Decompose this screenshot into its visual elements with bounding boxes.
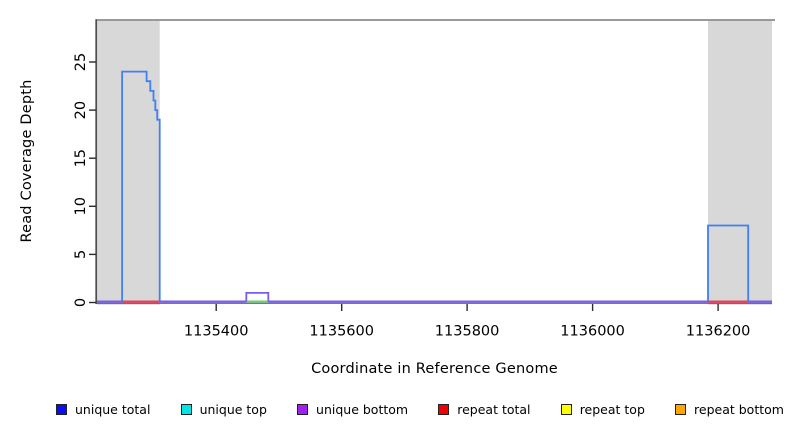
legend: unique total unique top unique bottom repea… — [56, 399, 784, 419]
legend-label: repeat total — [457, 401, 531, 417]
y-tick-label: 20 — [73, 101, 89, 119]
legend-item-repeat-bottom: repeat bottom — [675, 402, 784, 417]
legend-label: repeat top — [579, 401, 645, 417]
legend-label: repeat bottom — [694, 401, 784, 417]
coverage-traces — [121, 70, 750, 302]
y-tick-label: 0 — [73, 298, 89, 307]
legend-swatch-icon — [438, 403, 450, 415]
x-tick-label: 1136000 — [560, 324, 625, 340]
legend-swatch-icon — [180, 403, 192, 415]
legend-item-repeat-top: repeat top — [560, 401, 645, 417]
repeat-region-shading — [97, 20, 772, 305]
legend-label: unique top — [199, 401, 267, 417]
legend-item-repeat-total: repeat total — [438, 401, 531, 417]
legend-label: unique bottom — [316, 401, 409, 417]
y-tick-label: 15 — [73, 149, 89, 167]
coverage-trace — [245, 292, 270, 302]
legend-swatch-icon — [297, 403, 309, 415]
legend-item-unique-top: unique top — [180, 401, 267, 417]
legend-swatch-icon — [560, 403, 572, 415]
repeat-region — [97, 20, 160, 305]
legend-swatch-icon — [675, 403, 687, 415]
coverage-trace — [121, 70, 161, 302]
y-axis-label: Read Coverage Depth — [19, 79, 35, 243]
x-tick-label: 1135600 — [309, 324, 374, 340]
y-axis-ticks: 0 5 10 15 20 25 — [73, 53, 96, 307]
x-axis-label: Coordinate in Reference Genome — [311, 361, 558, 377]
x-tick-label: 1135400 — [184, 324, 249, 340]
legend-swatch-icon — [56, 403, 67, 415]
legend-label: unique total — [75, 401, 151, 417]
x-axis-ticks: 1135400 1135600 1135800 1136000 1136200 — [184, 304, 750, 340]
legend-item-unique-total: unique total — [56, 402, 150, 417]
y-tick-label: 25 — [73, 53, 89, 71]
y-tick-label: 5 — [73, 250, 89, 259]
x-tick-label: 1135800 — [435, 324, 500, 340]
x-tick-label: 1136200 — [686, 324, 751, 340]
coverage-plot: 1135400 1135600 1135800 1136000 1136200 0 5 10 1… — [73, 19, 775, 340]
repeat-region — [708, 20, 772, 305]
y-tick-label: 10 — [73, 197, 89, 215]
legend-item-unique-bottom: unique bottom — [297, 402, 408, 417]
coverage-trace — [707, 224, 750, 302]
